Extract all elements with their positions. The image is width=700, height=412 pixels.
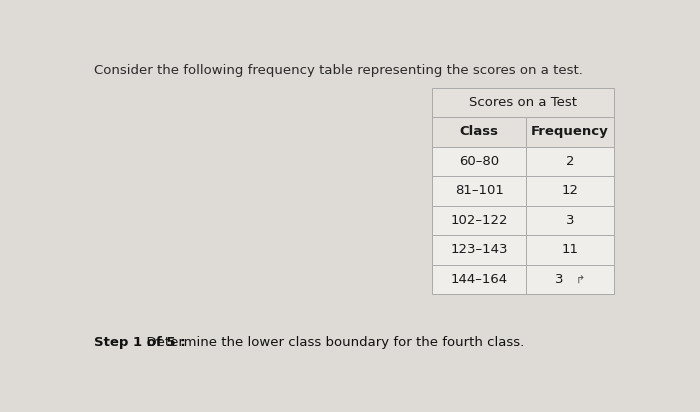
Text: 3: 3 <box>566 214 575 227</box>
Bar <box>432 265 526 294</box>
Text: 12: 12 <box>561 184 579 197</box>
Text: 60–80: 60–80 <box>459 155 499 168</box>
Text: 102–122: 102–122 <box>451 214 508 227</box>
Bar <box>432 117 526 147</box>
Text: Determine the lower class boundary for the fourth class.: Determine the lower class boundary for t… <box>139 336 525 349</box>
Text: Frequency: Frequency <box>531 125 609 138</box>
Text: Step 1 of 5 :: Step 1 of 5 : <box>94 336 186 349</box>
Text: 11: 11 <box>561 243 579 256</box>
Text: 81–101: 81–101 <box>455 184 504 197</box>
Bar <box>526 265 614 294</box>
Text: Scores on a Test: Scores on a Test <box>469 96 577 109</box>
Bar <box>526 206 614 235</box>
Bar <box>432 87 614 117</box>
Text: 144–164: 144–164 <box>451 273 508 286</box>
Text: 123–143: 123–143 <box>451 243 508 256</box>
Bar <box>432 235 526 265</box>
Text: 2: 2 <box>566 155 575 168</box>
Bar <box>432 176 526 206</box>
Text: Class: Class <box>460 125 498 138</box>
Bar <box>526 147 614 176</box>
Text: Consider the following frequency table representing the scores on a test.: Consider the following frequency table r… <box>94 64 583 77</box>
Bar <box>526 117 614 147</box>
Text: ↱: ↱ <box>576 276 585 286</box>
Bar <box>432 206 526 235</box>
Bar <box>526 235 614 265</box>
Bar <box>526 176 614 206</box>
Text: 3: 3 <box>555 273 564 286</box>
Bar <box>432 147 526 176</box>
